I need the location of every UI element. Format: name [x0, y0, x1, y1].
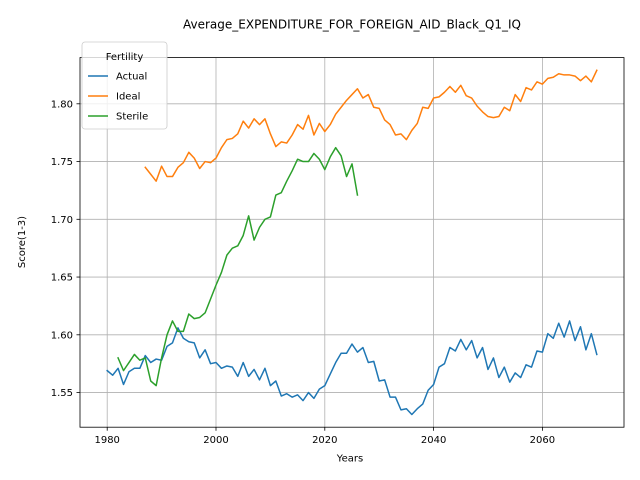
chart-title: Average_EXPENDITURE_FOR_FOREIGN_AID_Blac… [183, 18, 521, 32]
legend-label-sterile: Sterile [116, 112, 148, 123]
legend-label-actual: Actual [116, 72, 147, 83]
x-tick-label: 2040 [421, 435, 446, 446]
x-tick-label: 2020 [312, 435, 337, 446]
y-axis-label: Score(1-3) [17, 216, 28, 268]
y-tick-label: 1.70 [51, 215, 73, 226]
grid-lines [80, 57, 624, 428]
series-line-actual [106, 320, 598, 416]
legend-title: Fertility [106, 52, 144, 63]
x-axis-label: Years [336, 454, 363, 465]
y-tick-label: 1.60 [51, 330, 73, 341]
legend-box [81, 41, 168, 130]
y-tick-label: 1.65 [51, 273, 73, 284]
legend: Fertility Actual Ideal Sterile [81, 41, 168, 130]
series-line-ideal [144, 69, 598, 182]
y-tick-label: 1.75 [51, 157, 73, 168]
series-line-sterile [117, 146, 359, 387]
y-tick-label: 1.55 [51, 388, 73, 399]
y-tick-label: 1.80 [51, 99, 73, 110]
x-tick-label: 1980 [94, 435, 119, 446]
x-tick-label: 2060 [530, 435, 555, 446]
legend-label-ideal: Ideal [116, 92, 140, 103]
x-tick-label: 2000 [203, 435, 228, 446]
axis-ticks: 1980 2000 2020 2040 2060 1.55 1.60 1.65 1.70 1.75… [51, 99, 555, 446]
series-lines [106, 69, 598, 416]
plot-frame [79, 57, 625, 428]
